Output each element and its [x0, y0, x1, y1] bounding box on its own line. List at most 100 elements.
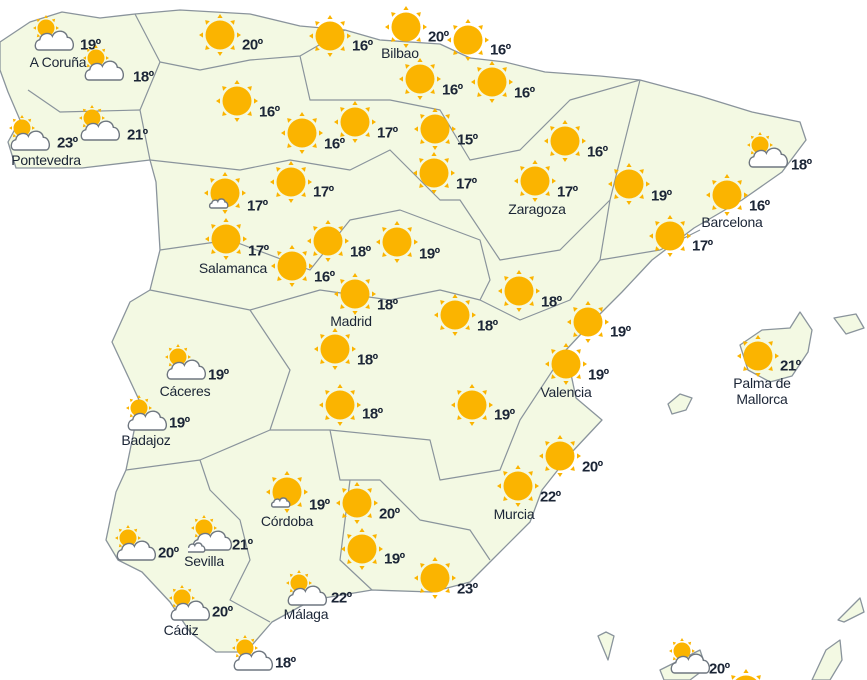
- sun-icon: [306, 219, 350, 263]
- partly-cloudy-icon: [30, 13, 74, 57]
- temperature-label: 19º: [309, 496, 330, 514]
- temperature-label: 19º: [494, 406, 515, 424]
- city-label[interactable]: Murcia: [493, 506, 535, 522]
- temperature-label: 18º: [362, 405, 383, 423]
- temperature-label: 22º: [540, 488, 561, 506]
- sun-icon: [318, 383, 362, 427]
- sun-icon: [198, 13, 242, 57]
- city-label[interactable]: Salamanca: [198, 260, 268, 276]
- temperature-label: 18º: [791, 156, 812, 174]
- sun-icon: [446, 18, 490, 62]
- sun-icon: [513, 159, 557, 203]
- temperature-label: 21º: [780, 357, 801, 375]
- sun-icon: [433, 293, 477, 337]
- sun-icon: [333, 272, 377, 316]
- sun-icon: [375, 220, 419, 264]
- partly-cloudy-icon: [166, 583, 210, 627]
- sun-icon: [496, 464, 540, 508]
- sun-small-cloud-icon: [265, 470, 309, 514]
- sun-small-cloud-icon: [203, 171, 247, 215]
- temperature-label: 22º: [331, 589, 352, 607]
- province-borders: [134, 13, 161, 161]
- temperature-label: 18º: [377, 296, 398, 314]
- partly-cloudy-icon: [6, 113, 50, 157]
- city-label[interactable]: Zaragoza: [508, 201, 566, 217]
- temperature-label: 21º: [232, 536, 253, 554]
- city-label[interactable]: Pontevedra: [11, 152, 81, 168]
- temperature-label: 17º: [247, 197, 268, 215]
- temperature-label: 18º: [275, 654, 296, 672]
- temperature-label: 20º: [242, 36, 263, 54]
- temperature-label: 16º: [749, 197, 770, 215]
- ibiza-land: [667, 393, 693, 415]
- temperature-label: 17º: [313, 183, 334, 201]
- temperature-label: 16º: [324, 135, 345, 153]
- temperature-label: 21º: [127, 126, 148, 144]
- temperature-label: 15º: [457, 131, 478, 149]
- temperature-label: 19º: [80, 36, 101, 54]
- sun-icon: [648, 214, 692, 258]
- temperature-label: 19º: [169, 414, 190, 432]
- sun-icon: [450, 383, 494, 427]
- city-label[interactable]: Palma de Mallorca: [733, 375, 791, 407]
- sun-icon: [333, 100, 377, 144]
- partly-cloudy-small-cloud-icon: [185, 513, 232, 557]
- sun-icon: [705, 173, 749, 217]
- sun-icon: [340, 527, 384, 571]
- temperature-label: 20º: [379, 505, 400, 523]
- city-label[interactable]: Córdoba: [260, 513, 314, 529]
- sun-icon: [384, 5, 428, 49]
- temperature-label: 16º: [490, 41, 511, 59]
- sun-icon: [398, 57, 442, 101]
- city-label[interactable]: A Coruña: [29, 54, 87, 70]
- city-label[interactable]: Málaga: [283, 606, 329, 622]
- city-label[interactable]: Madrid: [330, 313, 372, 329]
- temperature-label: 19º: [651, 187, 672, 205]
- sun-icon: [308, 14, 352, 58]
- partly-cloudy-icon: [283, 568, 327, 612]
- partly-cloudy-icon: [80, 43, 124, 87]
- partly-cloudy-icon: [162, 342, 206, 386]
- sun-icon: [538, 434, 582, 478]
- temperature-label: 19º: [588, 366, 609, 384]
- sun-icon: [269, 160, 313, 204]
- sun-icon: [470, 60, 514, 104]
- temperature-label: 20º: [582, 458, 603, 476]
- sun-icon: [280, 111, 324, 155]
- city-label[interactable]: Bilbao: [381, 45, 419, 61]
- sun-icon: [335, 481, 379, 525]
- temperature-label: 20º: [428, 28, 449, 46]
- partly-cloudy-icon: [666, 636, 710, 680]
- sun-icon: [413, 556, 457, 600]
- temperature-label: 17º: [557, 183, 578, 201]
- temperature-label: 18º: [357, 351, 378, 369]
- temperature-label: 19º: [384, 550, 405, 568]
- city-label[interactable]: Cádiz: [163, 622, 199, 638]
- city-label[interactable]: Sevilla: [184, 553, 224, 569]
- sun-icon: [215, 79, 259, 123]
- menorca-land: [833, 313, 865, 335]
- city-label[interactable]: Badajoz: [121, 432, 171, 448]
- partly-cloudy-icon: [744, 130, 788, 174]
- temperature-label: 16º: [352, 37, 373, 55]
- temperature-label: 16º: [442, 81, 463, 99]
- temperature-label: 16º: [587, 143, 608, 161]
- sun-icon: [724, 668, 768, 680]
- city-label[interactable]: Valencia: [540, 384, 592, 400]
- sun-icon: [270, 244, 314, 288]
- temperature-label: 18º: [133, 68, 154, 86]
- temperature-label: 19º: [610, 323, 631, 341]
- temperature-label: 16º: [514, 84, 535, 102]
- sun-icon: [544, 342, 588, 386]
- temperature-label: 17º: [377, 124, 398, 142]
- partly-cloudy-icon: [76, 103, 120, 147]
- sun-icon: [566, 300, 610, 344]
- temperature-label: 17º: [456, 175, 477, 193]
- temperature-label: 19º: [208, 366, 229, 384]
- sun-icon: [497, 269, 541, 313]
- city-label[interactable]: Cáceres: [159, 383, 211, 399]
- temperature-label: 18º: [350, 243, 371, 261]
- city-label[interactable]: Barcelona: [701, 214, 763, 230]
